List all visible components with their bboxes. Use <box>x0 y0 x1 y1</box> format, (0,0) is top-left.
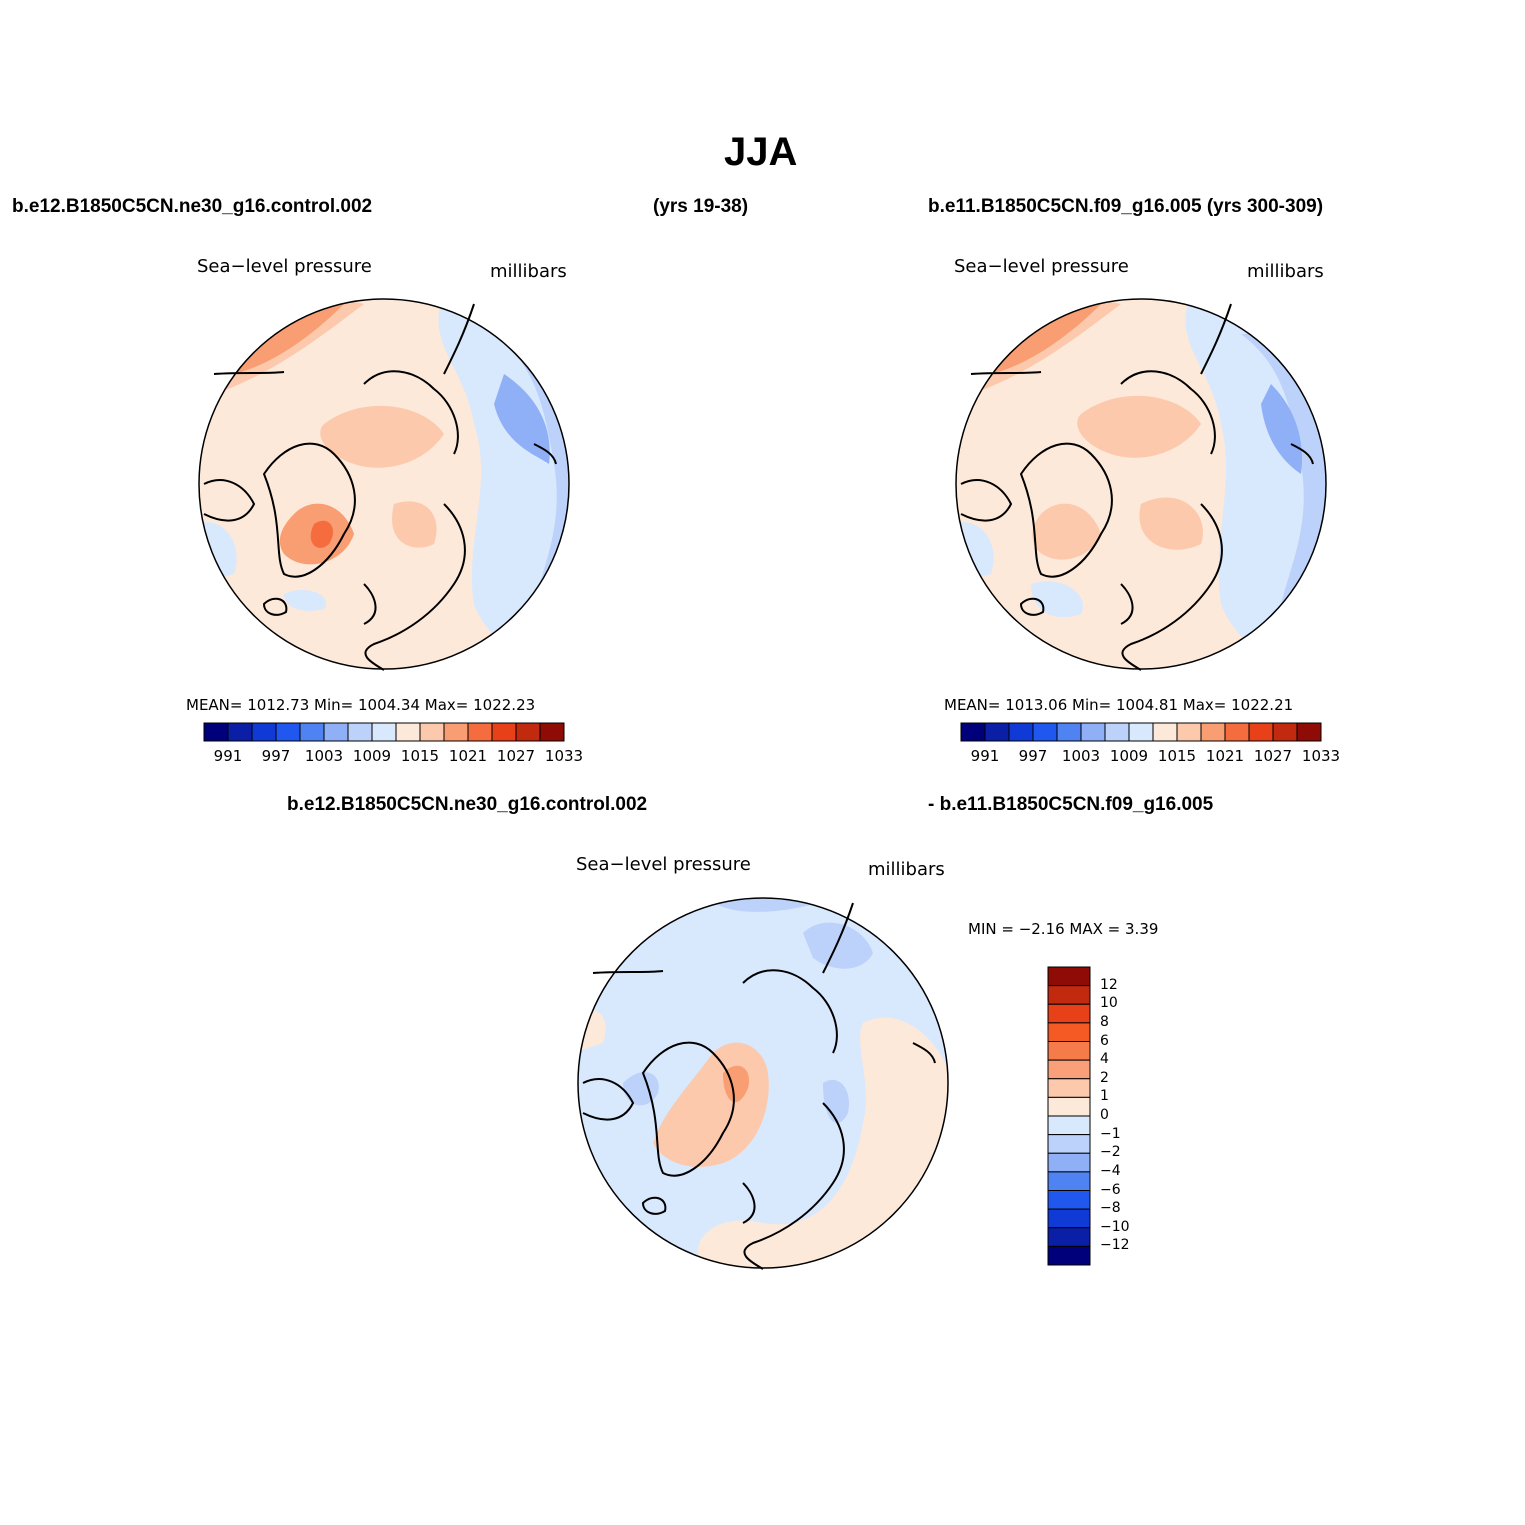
top-left-polar-map <box>198 298 570 671</box>
colorbar-tick-label: −4 <box>1100 1162 1121 1179</box>
colorbar-swatch <box>1152 722 1178 742</box>
colorbar-swatch <box>371 722 397 742</box>
difference-colorbar <box>1047 966 1091 1266</box>
colorbar-tick-label: 1027 <box>1253 747 1293 765</box>
top-left-run-header: b.e12.B1850C5CN.ne30_g16.control.002 <box>12 196 373 217</box>
colorbar-swatch <box>251 722 277 742</box>
colorbar-swatch <box>299 722 325 742</box>
colorbar-swatch <box>1047 1022 1091 1042</box>
colorbar-swatch <box>467 722 493 742</box>
colorbar-tick-label: 1009 <box>352 747 392 765</box>
colorbar-tick-label: 1003 <box>304 747 344 765</box>
colorbar-tick-label: 1 <box>1100 1088 1109 1105</box>
colorbar-tick-label: −2 <box>1100 1144 1121 1161</box>
colorbar-tick-label: 0 <box>1100 1107 1109 1123</box>
colorbar-swatch <box>1047 1041 1091 1061</box>
colorbar-swatch <box>1047 1227 1091 1247</box>
colorbar-tick-label: −10 <box>1100 1218 1130 1235</box>
colorbar-tick-label: 1033 <box>544 747 584 765</box>
colorbar-tick-label: 997 <box>261 747 291 765</box>
colorbar-tick-label: 991 <box>970 747 1000 765</box>
colorbar-swatch <box>347 722 373 742</box>
colorbar-tick-label: 1015 <box>400 747 440 765</box>
colorbar-swatch <box>960 722 986 742</box>
top-right-polar-map <box>955 298 1327 671</box>
colorbar-swatch <box>1056 722 1082 742</box>
colorbar-swatch <box>539 722 565 742</box>
top-left-colorbar <box>203 722 565 742</box>
colorbar-swatch <box>515 722 541 742</box>
colorbar-tick-label: 6 <box>1100 1032 1109 1049</box>
colorbar-tick-label: 1033 <box>1301 747 1341 765</box>
colorbar-swatch <box>1047 1115 1091 1136</box>
colorbar-tick-label: 991 <box>213 747 243 765</box>
bottom-minmax: MIN = −2.16 MAX = 3.39 <box>968 920 1159 938</box>
top-left-units-label: millibars <box>490 261 567 282</box>
colorbar-tick-label: 1009 <box>1109 747 1149 765</box>
colorbar-swatch <box>1200 722 1226 742</box>
colorbar-swatch <box>1176 722 1202 742</box>
figure-title: JJA <box>724 130 798 174</box>
colorbar-tick-label: −6 <box>1100 1181 1121 1198</box>
colorbar-swatch <box>419 722 445 742</box>
colorbar-tick-label: 1021 <box>1205 747 1245 765</box>
colorbar-tick-label: 997 <box>1018 747 1048 765</box>
colorbar-tick-label: −8 <box>1100 1200 1121 1217</box>
colorbar-swatch <box>443 722 469 742</box>
colorbar-swatch <box>1272 722 1298 742</box>
colorbar-tick-label: 1015 <box>1157 747 1197 765</box>
colorbar-tick-label: 10 <box>1100 995 1118 1012</box>
colorbar-swatch <box>1032 722 1058 742</box>
top-left-stats: MEAN= 1012.73 Min= 1004.34 Max= 1022.23 <box>186 696 536 714</box>
bottom-units-label: millibars <box>868 859 945 880</box>
colorbar-tick-label: 1003 <box>1061 747 1101 765</box>
colorbar-tick-label: −1 <box>1100 1125 1121 1142</box>
colorbar-swatch <box>1008 722 1034 742</box>
colorbar-swatch <box>1047 1152 1091 1173</box>
colorbar-swatch <box>1047 1003 1091 1024</box>
colorbar-swatch <box>1047 1208 1091 1229</box>
colorbar-tick-label: 1021 <box>448 747 488 765</box>
colorbar-swatch <box>1047 966 1091 987</box>
colorbar-swatch <box>1047 1190 1091 1210</box>
colorbar-swatch <box>1296 722 1322 742</box>
colorbar-swatch <box>1128 722 1154 742</box>
colorbar-tick-label: 1027 <box>496 747 536 765</box>
colorbar-swatch <box>1224 722 1250 742</box>
bottom-field-label: Sea−level pressure <box>576 854 751 875</box>
colorbar-swatch <box>1047 1096 1091 1117</box>
top-right-colorbar <box>960 722 1322 742</box>
colorbar-tick-label: 2 <box>1100 1069 1109 1086</box>
top-right-stats: MEAN= 1013.06 Min= 1004.81 Max= 1022.21 <box>944 696 1294 714</box>
colorbar-swatch <box>1047 1078 1091 1098</box>
top-right-field-label: Sea−level pressure <box>954 256 1129 277</box>
bottom-run-header-right: - b.e11.B1850C5CN.f09_g16.005 <box>928 794 1214 815</box>
top-left-field-label: Sea−level pressure <box>197 256 372 277</box>
colorbar-swatch <box>203 722 229 742</box>
colorbar-swatch <box>1248 722 1274 742</box>
colorbar-swatch <box>227 722 253 742</box>
colorbar-swatch <box>1047 1171 1091 1191</box>
colorbar-swatch <box>275 722 301 742</box>
colorbar-tick-label: −12 <box>1100 1237 1130 1254</box>
top-right-units-label: millibars <box>1247 261 1324 282</box>
colorbar-swatch <box>1047 1245 1091 1266</box>
top-left-years: (yrs 19-38) <box>653 196 749 217</box>
colorbar-swatch <box>1104 722 1130 742</box>
colorbar-tick-label: 4 <box>1100 1051 1109 1068</box>
colorbar-swatch <box>1047 1134 1091 1154</box>
colorbar-swatch <box>984 722 1010 742</box>
colorbar-swatch <box>1080 722 1106 742</box>
colorbar-swatch <box>395 722 421 742</box>
colorbar-swatch <box>323 722 349 742</box>
colorbar-tick-label: 8 <box>1100 1013 1109 1030</box>
bottom-run-header-left: b.e12.B1850C5CN.ne30_g16.control.002 <box>287 794 648 815</box>
colorbar-swatch <box>1047 1059 1091 1080</box>
colorbar-swatch <box>1047 985 1091 1005</box>
colorbar-tick-label: 12 <box>1100 976 1118 993</box>
bottom-difference-polar-map <box>577 897 949 1270</box>
top-right-run-header: b.e11.B1850C5CN.f09_g16.005 (yrs 300-309… <box>928 196 1324 217</box>
colorbar-swatch <box>491 722 517 742</box>
